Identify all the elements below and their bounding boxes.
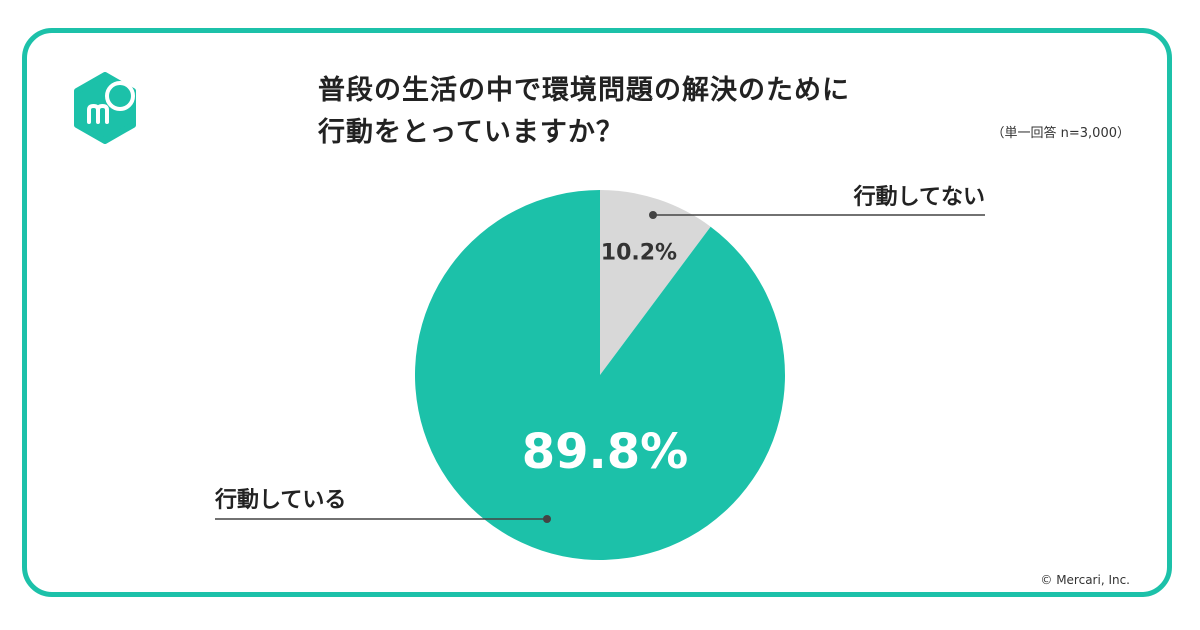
mercari-logo-icon bbox=[74, 72, 136, 144]
chart-title-line-1: 普段の生活の中で環境問題の解決のために bbox=[318, 75, 850, 106]
pie-slice-1 bbox=[414, 190, 785, 560]
pie-category-label-1: 行動している bbox=[214, 487, 346, 513]
copyright: © Mercari, Inc. bbox=[1040, 573, 1130, 587]
pie-category-label-0: 行動してない bbox=[853, 184, 985, 210]
chart-title: 普段の生活の中で環境問題の解決のために 行動をとっていますか？ bbox=[318, 70, 850, 154]
chart-title-line-2: 行動をとっていますか？ bbox=[318, 117, 624, 148]
sample-note: （単一回答 n=3,000） bbox=[991, 126, 1130, 141]
pie-value-label-0: 10.2% bbox=[601, 241, 677, 266]
leader-dot-1 bbox=[543, 515, 551, 523]
leader-dot-0 bbox=[649, 211, 657, 219]
pie-slice-0 bbox=[600, 190, 711, 375]
pie-value-label-1: 89.8% bbox=[522, 424, 689, 480]
